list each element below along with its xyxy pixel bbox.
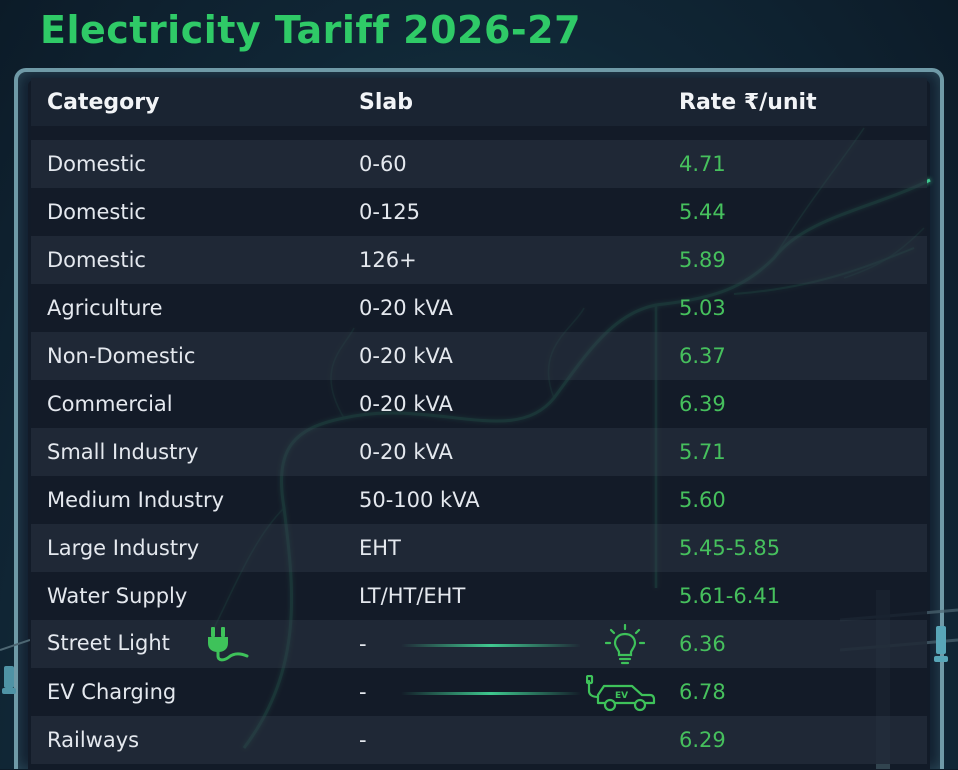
row-category: Street Light bbox=[47, 631, 170, 655]
row-category: Domestic bbox=[31, 236, 343, 284]
row-rate: 5.89 bbox=[663, 236, 927, 284]
table-row: Small Industry 0-20 kVA 5.71 bbox=[31, 428, 927, 476]
row-slab: 0-20 kVA bbox=[343, 332, 663, 380]
table-row: Railways - 6.29 bbox=[31, 716, 927, 764]
row-category: Domestic bbox=[31, 140, 343, 188]
row-slab: - bbox=[343, 716, 663, 764]
row-category: Commercial bbox=[31, 380, 343, 428]
row-category: Small Industry bbox=[31, 428, 343, 476]
tariff-table: Category Slab Rate ₹/unit Domestic 0-60 … bbox=[31, 78, 927, 764]
row-slab: 0-20 kVA bbox=[343, 380, 663, 428]
table-row: Commercial 0-20 kVA 6.39 bbox=[31, 380, 927, 428]
row-category: Domestic bbox=[31, 188, 343, 236]
table-row: Domestic 126+ 5.89 bbox=[31, 236, 927, 284]
row-slab: 0-125 bbox=[343, 188, 663, 236]
row-category: Non-Domestic bbox=[31, 332, 343, 380]
table-row: Water Supply LT/HT/EHT 5.61-6.41 bbox=[31, 572, 927, 620]
table-row: Large Industry EHT 5.45-5.85 bbox=[31, 524, 927, 572]
row-category: Agriculture bbox=[31, 284, 343, 332]
glow-line bbox=[401, 643, 582, 647]
row-rate: 6.36 bbox=[663, 620, 927, 668]
row-category: EV Charging bbox=[31, 668, 343, 716]
column-header-category: Category bbox=[31, 78, 343, 126]
row-category: Medium Industry bbox=[31, 476, 343, 524]
row-slab: EHT bbox=[343, 524, 663, 572]
glow-line bbox=[401, 691, 582, 695]
row-rate: 6.29 bbox=[663, 716, 927, 764]
row-rate: 6.78 bbox=[663, 668, 927, 716]
table-row: Non-Domestic 0-20 kVA 6.37 bbox=[31, 332, 927, 380]
row-rate: 5.45-5.85 bbox=[663, 524, 927, 572]
table-row: Domestic 0-125 5.44 bbox=[31, 188, 927, 236]
row-rate: 5.44 bbox=[663, 188, 927, 236]
row-slab: 0-20 kVA bbox=[343, 284, 663, 332]
row-rate: 5.60 bbox=[663, 476, 927, 524]
ev-car-icon: EV bbox=[586, 675, 656, 712]
row-category: Railways bbox=[31, 716, 343, 764]
row-rate: 4.71 bbox=[663, 140, 927, 188]
row-rate: 6.37 bbox=[663, 332, 927, 380]
row-category: Large Industry bbox=[31, 524, 343, 572]
row-slab: 126+ bbox=[343, 236, 663, 284]
lightbulb-icon bbox=[605, 624, 645, 665]
table-row: Agriculture 0-20 kVA 5.03 bbox=[31, 284, 927, 332]
row-category-cell: Street Light bbox=[31, 620, 343, 668]
table-row: Medium Industry 50-100 kVA 5.60 bbox=[31, 476, 927, 524]
row-slab: LT/HT/EHT bbox=[343, 572, 663, 620]
row-slab: - bbox=[359, 680, 367, 704]
ev-label: EV bbox=[615, 691, 628, 701]
row-rate: 5.61-6.41 bbox=[663, 572, 927, 620]
row-slab: 0-60 bbox=[343, 140, 663, 188]
row-slab: 0-20 kVA bbox=[343, 428, 663, 476]
row-rate: 5.03 bbox=[663, 284, 927, 332]
table-row: Street Light - 6.36 bbox=[31, 620, 927, 668]
column-header-rate: Rate ₹/unit bbox=[663, 78, 927, 126]
row-slab: - bbox=[359, 632, 367, 656]
row-slab: 50-100 kVA bbox=[343, 476, 663, 524]
row-rate: 6.39 bbox=[663, 380, 927, 428]
page-title: Electricity Tariff 2026-27 bbox=[40, 8, 582, 52]
column-header-slab: Slab bbox=[343, 78, 663, 126]
table-header-row: Category Slab Rate ₹/unit bbox=[31, 78, 927, 126]
row-rate: 5.71 bbox=[663, 428, 927, 476]
table-row: Domestic 0-60 4.71 bbox=[31, 140, 927, 188]
header-spacer bbox=[31, 126, 927, 140]
plug-icon bbox=[207, 627, 249, 662]
table-row: EV Charging - 6.78 bbox=[31, 668, 927, 716]
row-category: Water Supply bbox=[31, 572, 343, 620]
